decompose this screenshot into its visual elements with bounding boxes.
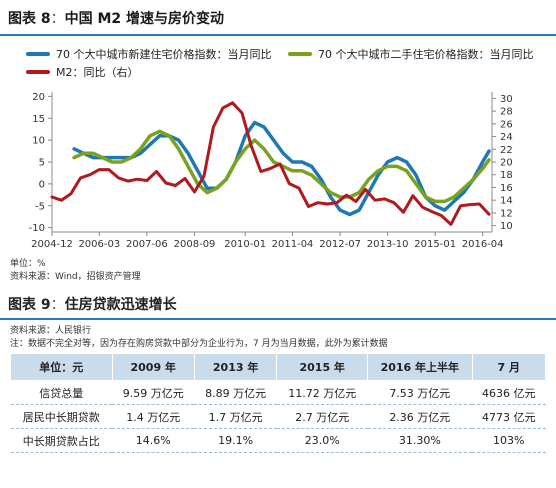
series-line-second-hand bbox=[72, 129, 491, 204]
y-left-tick-label: -5 bbox=[35, 201, 45, 212]
table-cell: 2.36 万亿元 bbox=[367, 404, 473, 429]
table-row: 居民中长期贷款 1.4 万亿元 1.7 万亿元 2.7 万亿元 2.36 万亿元… bbox=[10, 404, 546, 429]
y-left-tick-label: 0 bbox=[39, 179, 45, 190]
y-left-tick-label: 20 bbox=[32, 92, 45, 103]
legend-label-second-hand: 70 个大中城市二手住宅价格指数：当月同比 bbox=[318, 48, 534, 61]
y-right-tick-label: 20 bbox=[500, 158, 513, 169]
figure9-label: 图表 9 bbox=[8, 297, 51, 313]
series-line-m2 bbox=[50, 101, 491, 226]
y-left-tick-label: 15 bbox=[32, 114, 45, 125]
x-tick-label: 2010-01 bbox=[224, 239, 266, 250]
table-header-2016h1: 2016 年上半年 bbox=[367, 353, 473, 381]
y-right-tick-label: 18 bbox=[500, 170, 513, 181]
legend-swatch-second-hand bbox=[288, 52, 312, 56]
table-cell: 4773 亿元 bbox=[472, 404, 546, 429]
x-tick-label: 2016-04 bbox=[462, 239, 504, 250]
figure9-separator: ： bbox=[50, 297, 65, 313]
x-tick-label: 2008-09 bbox=[174, 239, 216, 250]
x-tick-label: 2015-01 bbox=[414, 239, 456, 250]
legend-item-new-homes: 70 个大中城市新建住宅价格指数：当月同比 bbox=[26, 46, 272, 62]
x-tick-label: 2006-03 bbox=[78, 239, 120, 250]
table-cell: 11.72 万亿元 bbox=[276, 380, 368, 405]
y-right-tick-label: 30 bbox=[500, 94, 513, 105]
figure9-title-rule bbox=[0, 318, 556, 320]
y-right-tick-label: 16 bbox=[500, 183, 513, 194]
table-row-label: 居民中长期贷款 bbox=[10, 404, 113, 429]
table-cell: 103% bbox=[472, 428, 546, 453]
table-row-label: 信贷总量 bbox=[10, 380, 113, 405]
x-tick-label: 2004-12 bbox=[31, 239, 73, 250]
table-cell: 19.1% bbox=[194, 428, 277, 453]
legend-label-m2: M2：同比（右） bbox=[56, 66, 139, 79]
legend-item-m2: M2：同比（右） bbox=[26, 64, 139, 80]
table-cell: 8.89 万亿元 bbox=[194, 380, 277, 405]
figure9-title: 图表 9：住房贷款迅速增长 bbox=[8, 294, 177, 314]
figure8-source-note: 资料来源：Wind，招银资产管理 bbox=[10, 272, 141, 282]
legend-item-second-hand: 70 个大中城市二手住宅价格指数：当月同比 bbox=[288, 46, 534, 62]
y-right-tick-label: 22 bbox=[500, 145, 513, 156]
legend-label-new-homes: 70 个大中城市新建住宅价格指数：当月同比 bbox=[56, 48, 272, 61]
unit-note: 单位：% bbox=[10, 259, 46, 269]
housing-loan-table: 单位：元 2009 年 2013 年 2015 年 2016 年上半年 7 月 … bbox=[10, 353, 547, 453]
x-tick-label: 2012-07 bbox=[319, 239, 361, 250]
table-header-row: 单位：元 2009 年 2013 年 2015 年 2016 年上半年 7 月 bbox=[10, 353, 547, 381]
y-left-tick-label: -10 bbox=[29, 223, 45, 234]
x-tick-label: 2011-04 bbox=[272, 239, 314, 250]
legend-swatch-m2 bbox=[26, 70, 50, 74]
y-right-tick-label: 26 bbox=[500, 119, 513, 130]
y-left-tick-label: 10 bbox=[32, 136, 45, 147]
y-right-tick-label: 14 bbox=[500, 196, 513, 207]
table-header-2009: 2009 年 bbox=[111, 353, 195, 381]
figure8-title-rule bbox=[0, 34, 556, 36]
x-tick-label: 2007-06 bbox=[126, 239, 168, 250]
table-cell: 23.0% bbox=[276, 428, 368, 453]
table-row: 中长期贷款占比 14.6% 19.1% 23.0% 31.30% 103% bbox=[10, 428, 546, 453]
legend-swatch-new-homes bbox=[26, 52, 50, 56]
figure9-source-note: 资料来源：人民银行 bbox=[10, 326, 92, 336]
y-left-tick-label: 5 bbox=[39, 158, 45, 169]
y-right-tick-label: 10 bbox=[500, 221, 513, 232]
y-right-tick-label: 24 bbox=[500, 132, 513, 143]
table-cell: 2.7 万亿元 bbox=[276, 404, 368, 429]
table-cell: 9.59 万亿元 bbox=[112, 380, 195, 405]
figure8-title: 图表 8：中国 M2 增速与房价变动 bbox=[8, 8, 224, 28]
figure9-footnote: 注：数据不完全对等，因为存在购房贷款中部分为企业行为，7 月为当月数据，此外为累… bbox=[10, 339, 388, 349]
table-header-unit: 单位：元 bbox=[10, 353, 113, 381]
y-right-tick-label: 12 bbox=[500, 208, 513, 219]
table-row: 信贷总量 9.59 万亿元 8.89 万亿元 11.72 万亿元 7.53 万亿… bbox=[10, 380, 546, 405]
table-cell: 1.4 万亿元 bbox=[112, 404, 195, 429]
figure9-title-text: 住房贷款迅速增长 bbox=[64, 297, 177, 313]
table-header-july: 7 月 bbox=[471, 353, 547, 381]
table-header-2015: 2015 年 bbox=[276, 353, 369, 381]
table-cell: 4636 亿元 bbox=[472, 380, 546, 405]
line-chart: 20151050-5-1030282624222018161412102004-… bbox=[29, 92, 513, 250]
table-cell: 1.7 万亿元 bbox=[194, 404, 277, 429]
figure8-title-text: 中国 M2 增速与房价变动 bbox=[64, 11, 225, 27]
table-header-2013: 2013 年 bbox=[193, 353, 278, 381]
table-cell: 7.53 万亿元 bbox=[367, 380, 473, 405]
figure8-label: 图表 8 bbox=[8, 11, 51, 27]
figure8-separator: ： bbox=[50, 11, 65, 27]
table-cell: 31.30% bbox=[367, 428, 473, 453]
x-tick-label: 2013-10 bbox=[367, 239, 409, 250]
table-cell: 14.6% bbox=[112, 428, 195, 453]
y-right-tick-label: 28 bbox=[500, 107, 513, 118]
table-row-label: 中长期贷款占比 bbox=[10, 428, 113, 453]
